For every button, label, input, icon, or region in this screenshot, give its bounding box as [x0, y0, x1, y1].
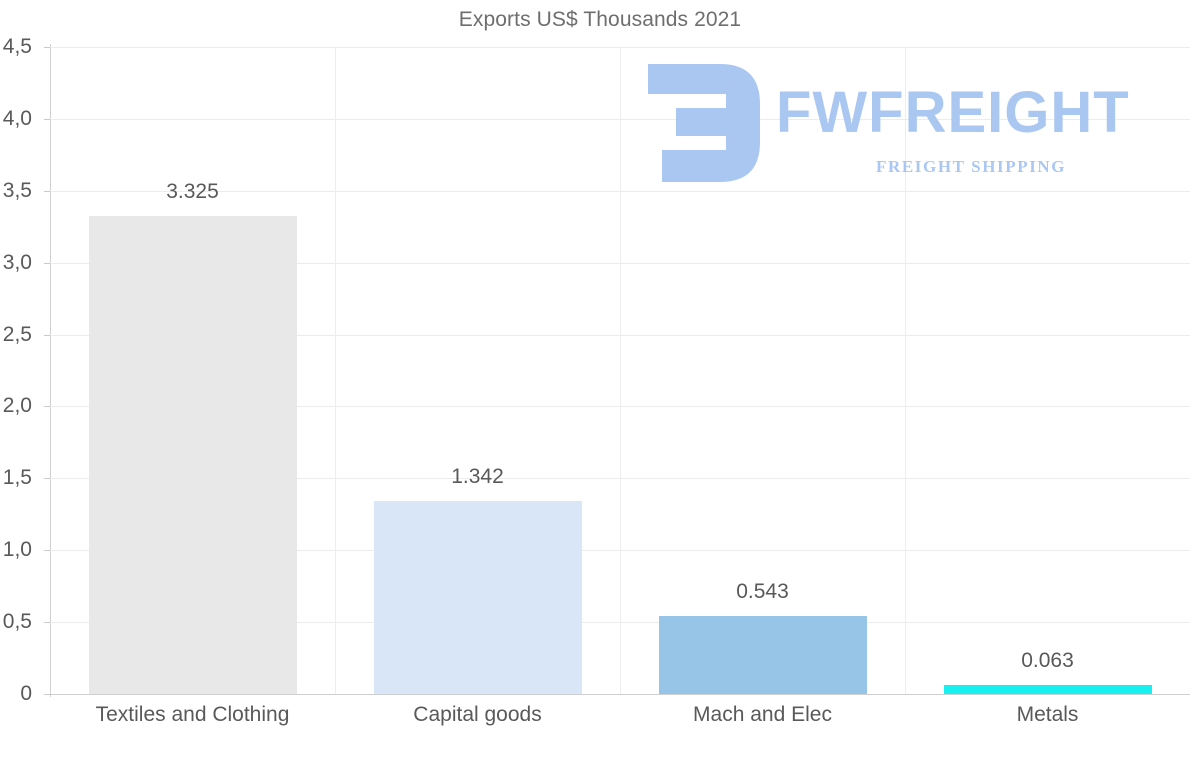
- y-axis-tick: [44, 118, 50, 120]
- x-axis-label: Mach and Elec: [693, 703, 832, 726]
- chart-title: Exports US$ Thousands 2021: [458, 8, 742, 31]
- y-axis-line: [50, 44, 51, 697]
- bar-value-label: 0.543: [736, 579, 789, 603]
- bar-value-label: 0.063: [1021, 648, 1074, 672]
- bar[interactable]: [943, 684, 1152, 694]
- bar[interactable]: [658, 615, 867, 694]
- y-axis-label: 0: [20, 682, 32, 705]
- y-axis-tick: [44, 262, 50, 264]
- y-axis-label: 3,0: [2, 250, 32, 274]
- x-axis-label: Capital goods: [413, 703, 542, 726]
- y-axis-tick: [44, 47, 50, 48]
- gridline-vertical: [905, 47, 906, 694]
- y-axis-label: 2,5: [2, 322, 32, 346]
- y-axis-tick: [44, 190, 50, 192]
- y-axis-label: 2,0: [2, 394, 32, 418]
- y-axis-label: 3,5: [2, 178, 32, 202]
- x-axis-label: Metals: [1016, 703, 1079, 726]
- plot-area: 0 0,5 1,0 1,5 2,0 2,5 3,0 3,5 4,0 4,5 3.325 1.342 0.…: [3, 35, 1190, 705]
- y-axis-tick: [44, 478, 50, 480]
- y-axis-tick: [44, 334, 50, 336]
- y-axis-tick: [44, 406, 50, 408]
- y-axis-label: 4,0: [2, 106, 32, 130]
- x-axis-label: Textiles and Clothing: [95, 703, 290, 726]
- y-axis-label: 0,5: [2, 610, 32, 634]
- y-axis-label: 1,5: [2, 466, 32, 490]
- bar-value-label: 3.325: [166, 179, 219, 203]
- y-axis-tick: [44, 622, 50, 624]
- x-axis-line: [50, 694, 1190, 695]
- bar[interactable]: [88, 215, 297, 694]
- y-axis-tick: [44, 550, 50, 552]
- y-axis-label: 1,0: [2, 538, 32, 562]
- bar[interactable]: [373, 501, 582, 694]
- y-axis-tick: [44, 694, 50, 695]
- y-axis-label: 4,5: [2, 35, 32, 58]
- bar-value-label: 1.342: [451, 465, 504, 489]
- gridline-vertical: [335, 47, 336, 694]
- gridline-vertical: [620, 47, 621, 694]
